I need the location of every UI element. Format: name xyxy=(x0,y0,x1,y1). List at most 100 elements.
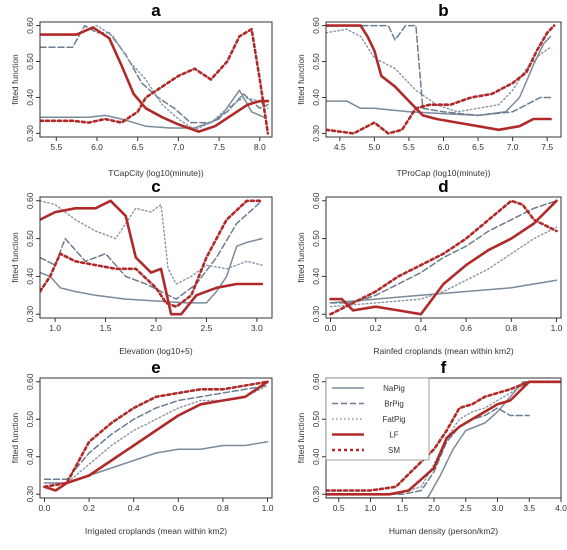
panel-letter: a xyxy=(151,1,161,20)
legend-label-brpig: BrPig xyxy=(384,400,404,409)
panel-c: c 1.0 1.5 2.0 2.5 3.0 0.30 0.40 0.50 0.60 Elevatio… xyxy=(10,177,273,356)
x-tick-label: 1.0 xyxy=(551,323,563,333)
x-tick-label: 0.0 xyxy=(39,503,51,513)
series-line-lf xyxy=(329,199,558,316)
x-tick-label: 2.0 xyxy=(428,503,440,513)
panel-letter: d xyxy=(438,177,448,196)
series-line-sm xyxy=(43,380,269,489)
x-tick-label: 1.5 xyxy=(396,503,408,513)
x-tick-label: 0.6 xyxy=(460,323,472,333)
legend-label-sm: SM xyxy=(388,446,400,455)
x-tick-label: 8.0 xyxy=(254,142,266,152)
series-line-napig xyxy=(326,35,552,117)
x-tick-label: 4.5 xyxy=(334,142,346,152)
plot-frame xyxy=(39,21,273,138)
y-tick-label: 0.30 xyxy=(311,125,321,142)
y-tick-label: 0.30 xyxy=(311,486,321,503)
y-tick-label: 0.40 xyxy=(311,89,321,106)
y-tick-label: 0.40 xyxy=(311,448,321,465)
legend-label-lf: LF xyxy=(389,431,398,440)
x-tick-label: 3.0 xyxy=(492,503,504,513)
y-axis-label: fitted function xyxy=(10,232,20,283)
y-tick-label: 0.50 xyxy=(311,53,321,70)
y-axis-label: fitted function xyxy=(296,412,306,463)
x-tick-label: 0.6 xyxy=(172,503,184,513)
series-line-fatpig xyxy=(43,384,269,484)
series-group xyxy=(329,199,558,316)
legend-label-fatpig: FatPig xyxy=(382,415,405,424)
y-tick-label: 0.40 xyxy=(25,268,35,285)
x-axis-label: Human density (person/km2) xyxy=(389,526,498,536)
series-line-brpig xyxy=(40,200,263,300)
y-tick-label: 0.40 xyxy=(25,448,35,465)
y-tick-label: 0.60 xyxy=(311,17,321,34)
panel-letter: b xyxy=(438,1,448,20)
series-line-lf xyxy=(326,380,561,496)
x-tick-label: 5.5 xyxy=(403,142,415,152)
x-tick-label: 5.0 xyxy=(368,142,380,152)
x-tick-label: 1.0 xyxy=(49,323,61,333)
panel-f: f 0.5 1.0 1.5 2.0 2.5 3.0 3.5 4.0 0.30 0.40 0.50 0.6… xyxy=(296,358,567,536)
plot-frame xyxy=(39,196,273,319)
x-tick-label: 6.0 xyxy=(438,142,450,152)
series-line-sm xyxy=(326,380,561,492)
series-line-sm xyxy=(40,27,270,135)
x-tick-label: 1.0 xyxy=(262,503,274,513)
x-tick-label: 3.0 xyxy=(251,323,263,333)
x-axis-label: TCapCity (log10(minute)) xyxy=(108,168,204,178)
x-axis-label: Rainfed croplands (mean within km2) xyxy=(373,346,513,356)
x-tick-label: 2.5 xyxy=(201,323,213,333)
legend-box xyxy=(325,377,430,461)
series-line-sm xyxy=(329,199,558,316)
panel-e: e 0.0 0.2 0.4 0.6 0.8 1.0 0.30 0.40 0.50 0.60 Irrig… xyxy=(10,358,274,536)
x-tick-label: 1.0 xyxy=(365,503,377,513)
y-tick-label: 0.40 xyxy=(25,89,35,106)
series-group xyxy=(326,380,561,498)
series-line-lf xyxy=(326,24,552,132)
y-tick-label: 0.50 xyxy=(25,53,35,70)
panel-letter: c xyxy=(151,177,160,196)
y-tick-label: 0.50 xyxy=(25,411,35,428)
series-line-napig xyxy=(40,237,263,304)
series-line-brpig xyxy=(40,24,269,124)
series-line-brpig xyxy=(43,384,269,481)
legend: NaPig BrPig FatPig LF SM xyxy=(325,377,430,461)
y-tick-label: 0.30 xyxy=(25,486,35,503)
x-tick-label: 0.2 xyxy=(370,323,382,333)
x-tick-label: 0.8 xyxy=(217,503,229,513)
series-line-napig xyxy=(326,381,530,498)
y-tick-label: 0.30 xyxy=(25,125,35,142)
y-axis-label: fitted function xyxy=(296,54,306,105)
y-tick-label: 0.30 xyxy=(25,306,35,323)
x-tick-label: 2.0 xyxy=(150,323,162,333)
x-tick-label: 0.2 xyxy=(83,503,95,513)
x-tick-label: 5.5 xyxy=(50,142,62,152)
y-tick-label: 0.60 xyxy=(311,373,321,390)
panel-a: a 5.5 6.0 6.5 7.0 7.5 8.0 0.30 0.40 0.50 0.60 TCapC… xyxy=(10,1,273,178)
y-tick-label: 0.60 xyxy=(311,192,321,209)
y-tick-label: 0.60 xyxy=(25,192,35,209)
series-line-sm xyxy=(40,199,264,309)
x-tick-label: 3.5 xyxy=(523,503,535,513)
series-line-fatpig xyxy=(88,24,269,131)
series-line-lf xyxy=(40,199,264,316)
y-tick-label: 0.40 xyxy=(311,268,321,285)
x-tick-label: 0.4 xyxy=(415,323,427,333)
y-tick-label: 0.60 xyxy=(25,373,35,390)
y-tick-label: 0.50 xyxy=(311,230,321,247)
series-group xyxy=(40,24,270,135)
series-line-brpig xyxy=(329,200,558,304)
series-group xyxy=(326,24,556,135)
x-tick-label: 0.5 xyxy=(333,503,345,513)
panel-b: b 4.5 5.0 5.5 6.0 6.5 7.0 7.5 0.30 0.40 0.50 0.60 TP… xyxy=(296,1,562,178)
x-tick-label: 7.0 xyxy=(507,142,519,152)
series-line-lf xyxy=(40,26,270,133)
x-tick-label: 4.0 xyxy=(555,503,567,513)
x-tick-label: 0.4 xyxy=(128,503,140,513)
x-tick-label: 7.0 xyxy=(172,142,184,152)
x-tick-label: 0.8 xyxy=(505,323,517,333)
series-line-fatpig xyxy=(40,200,263,285)
y-tick-label: 0.30 xyxy=(311,306,321,323)
plot-frame xyxy=(325,196,562,319)
